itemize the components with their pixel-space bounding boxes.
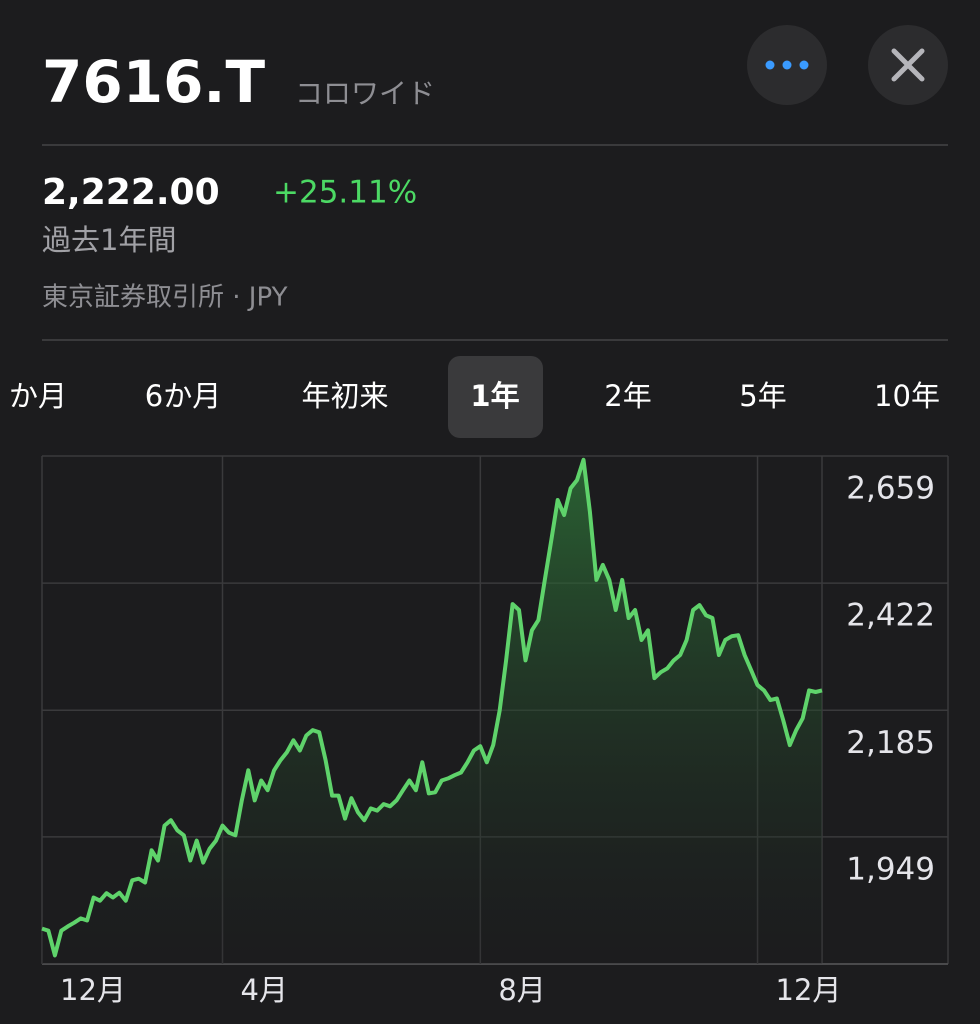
y-tick-label: 1,949 <box>846 851 935 887</box>
symbol: 7616.T <box>42 48 265 116</box>
change: +25.11% <box>273 175 417 211</box>
close-icon <box>891 48 925 82</box>
dot <box>782 60 792 70</box>
price-line <box>41 457 823 958</box>
dot <box>799 60 809 70</box>
y-tick-label: 2,422 <box>846 598 935 634</box>
y-tick-label: 2,185 <box>846 725 935 761</box>
company-name: コロワイド <box>295 77 435 110</box>
range-tab[interactable]: 2年 <box>604 379 651 413</box>
period: 過去1年間 <box>42 223 176 257</box>
price: 2,222.00 <box>42 172 220 213</box>
range-tab[interactable]: か月 <box>9 379 67 413</box>
y-tick-label: 2,659 <box>846 471 935 507</box>
range-tab[interactable]: 1年 <box>470 379 519 413</box>
chart: 1,949 2,185 2,422 2,659 12月 4月 8月 12月 <box>41 455 949 1007</box>
range-tab[interactable]: 5年 <box>739 379 786 413</box>
range-tabs: か月 6か月 年初来 1年 2年 5年 10年 <box>9 356 940 438</box>
range-tab[interactable]: 年初来 <box>301 379 388 413</box>
range-tab[interactable]: 6か月 <box>145 379 221 413</box>
dot <box>765 60 775 70</box>
x-tick-label: 12月 <box>60 973 126 1007</box>
selected-tab-bg <box>448 356 543 438</box>
area <box>42 459 822 964</box>
x-tick-label: 4月 <box>240 973 287 1007</box>
exchange: 東京証券取引所 · JPY <box>42 283 288 313</box>
range-tab[interactable]: 10年 <box>874 379 940 413</box>
x-tick-label: 8月 <box>498 973 545 1007</box>
x-tick-label: 12月 <box>776 973 842 1007</box>
